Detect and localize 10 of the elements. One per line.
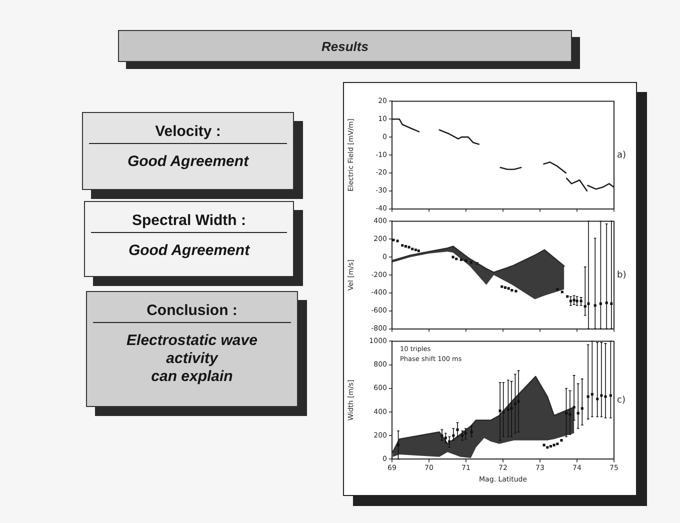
text: Electrostatic wave activity can explain xyxy=(126,332,258,386)
text: a) xyxy=(617,150,626,160)
text: Conclusion : xyxy=(93,302,291,323)
text: Good Agreement xyxy=(126,153,250,171)
text: Good Agreement xyxy=(127,242,251,260)
text: c) xyxy=(617,396,626,406)
text: Results xyxy=(118,30,572,62)
text: Spectral Width : xyxy=(91,212,287,233)
text: b) xyxy=(617,270,626,280)
text: Velocity : xyxy=(89,123,287,144)
